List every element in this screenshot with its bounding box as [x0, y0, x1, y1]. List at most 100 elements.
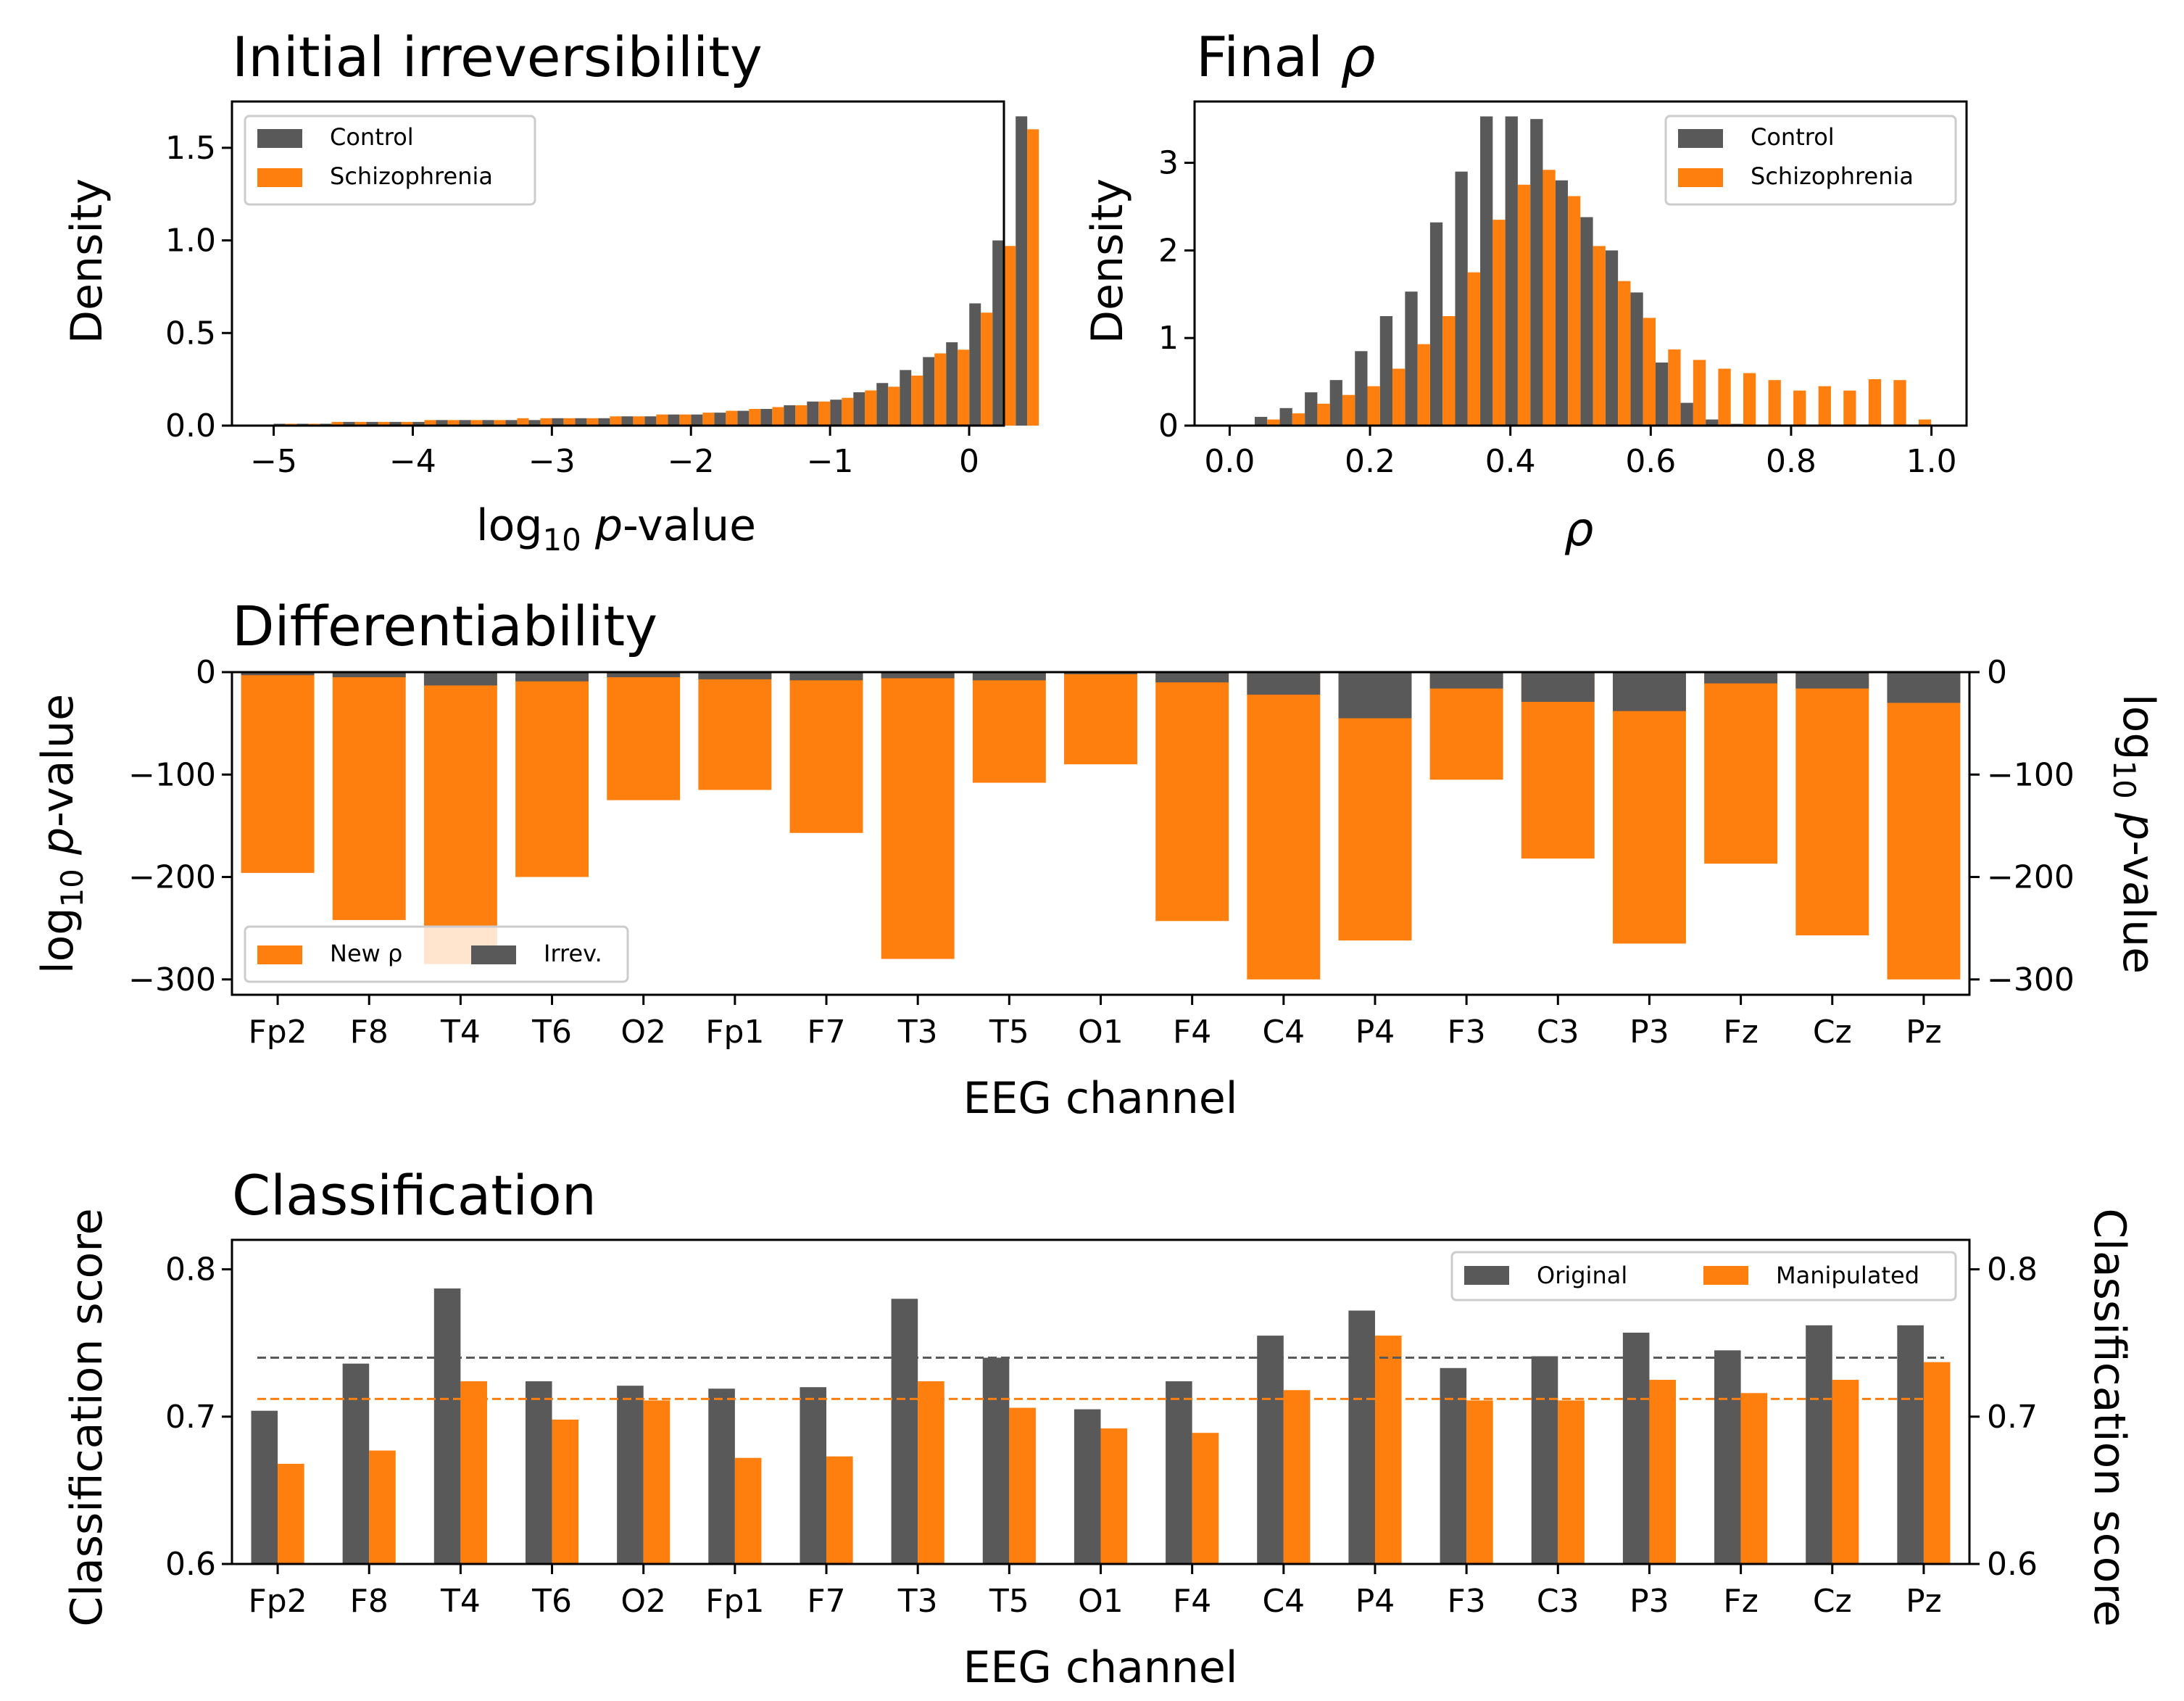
final-rho-legend-label-control: Control: [1751, 123, 1835, 151]
classification-xtick-label: T5: [989, 1583, 1029, 1620]
differentiability-bar-new-rho: [241, 672, 315, 873]
final-rho-bar-schizophrenia: [1367, 386, 1380, 426]
classification-bar-manipulated: [1100, 1428, 1128, 1564]
differentiability-bar-new-rho: [1521, 672, 1595, 859]
irreversibility-bar-control: [853, 392, 865, 426]
final-rho-xtick-label: 0.8: [1766, 443, 1816, 480]
irreversibility-bar-control: [575, 418, 587, 426]
final-rho-legend: Control Schizophrenia: [1664, 115, 1957, 206]
classification-bar-manipulated: [369, 1450, 396, 1564]
differentiability-legend-label-irrev: Irrev.: [544, 940, 602, 967]
final-rho-xtick-label: 1.0: [1906, 443, 1957, 480]
classification-bar-original: [1714, 1350, 1741, 1564]
differentiability-bar-irrev: [1887, 672, 1961, 703]
final-rho-ytick-label: 1: [1158, 320, 1179, 357]
differentiability-xtick-label: C4: [1262, 1014, 1305, 1051]
irreversibility-ylabel: Density: [62, 178, 112, 344]
classification-bar-original: [251, 1410, 278, 1564]
differentiability-bar-new-rho: [423, 672, 497, 964]
final-rho-bar-control: [1655, 363, 1669, 426]
classification-xtick-label: Pz: [1906, 1583, 1942, 1620]
final-rho-bar-schizophrenia: [1417, 344, 1430, 426]
irreversibility-xtick-label: 0: [959, 443, 979, 480]
irreversibility-bar-control: [366, 421, 378, 426]
differentiability-bar-irrev: [1429, 672, 1503, 689]
differentiability-xtick-label: P4: [1355, 1014, 1395, 1051]
irreversibility-bar-schizophrenia: [911, 376, 923, 426]
irreversibility-bars: [273, 116, 1039, 426]
irreversibility-bar-control: [876, 383, 889, 426]
classification-bar-manipulated: [1374, 1336, 1402, 1564]
irreversibility-bar-schizophrenia: [470, 420, 483, 426]
classification-bars: [251, 1288, 1951, 1564]
final-rho-legend-label-schizophrenia: Schizophrenia: [1751, 162, 1914, 190]
final-rho-bar-schizophrenia: [1568, 196, 1581, 426]
final-rho-bar-schizophrenia: [1668, 349, 1681, 426]
final-rho-bar-control: [1505, 116, 1518, 426]
classification-ytick-label-right: 0.6: [1987, 1546, 2038, 1583]
differentiability-bar-new-rho: [1429, 672, 1503, 780]
irreversibility-bar-schizophrenia: [540, 418, 552, 426]
classification-bar-manipulated: [643, 1400, 670, 1564]
final-rho-bar-control: [1254, 416, 1268, 426]
classification-bar-manipulated: [1466, 1400, 1493, 1564]
classification-ytick-label: 0.7: [165, 1399, 216, 1436]
differentiability-ylabel-left: log10 p-value: [33, 694, 90, 974]
differentiability-bar-irrev: [698, 672, 772, 679]
classification-bar-manipulated: [278, 1463, 304, 1564]
irreversibility-bar-control: [505, 420, 518, 426]
final-rho-bar-control: [1355, 351, 1368, 426]
differentiability-xtick-label: Fz: [1723, 1014, 1758, 1051]
irreversibility-bar-control: [482, 420, 494, 426]
final-rho-bar-schizophrenia: [1868, 378, 1882, 426]
final-rho-bar-control: [1429, 222, 1443, 426]
irreversibility-panel: Initial irreversibility Density log10 p-…: [62, 25, 1039, 558]
irreversibility-xtick-label: −4: [389, 443, 436, 480]
classification-ylabel-left: Classification score: [62, 1208, 112, 1626]
classification-axes-frame: [231, 1238, 1971, 1565]
differentiability-xtick-label: F8: [350, 1014, 389, 1051]
final-rho-bar-schizophrenia: [1542, 170, 1556, 426]
irreversibility-bar-schizophrenia: [586, 418, 599, 426]
irreversibility-bar-control: [900, 370, 912, 426]
classification-bar-original: [525, 1381, 552, 1564]
irreversibility-bar-control: [389, 421, 402, 426]
differentiability-xtick-label: T4: [440, 1014, 481, 1051]
irreversibility-bar-schizophrenia: [842, 397, 854, 426]
final-rho-bar-schizophrenia: [1918, 419, 1932, 426]
differentiability-xtick-label: T6: [531, 1014, 572, 1051]
classification-ylabel-right: Classification score: [2084, 1208, 2135, 1626]
final-rho-bar-control: [1706, 419, 1719, 426]
final-rho-bar-schizophrenia: [1342, 394, 1355, 426]
classification-bar-manipulated: [1649, 1380, 1677, 1564]
differentiability-ytick-label-right: −100: [1987, 756, 2075, 793]
differentiability-legend: New ρ Irrev.: [244, 925, 629, 983]
irreversibility-bar-schizophrenia: [447, 420, 460, 426]
classification-xtick-label: Fp2: [248, 1583, 307, 1620]
final-rho-bar-control: [1455, 171, 1468, 426]
differentiability-legend-swatch-irrev: [471, 945, 516, 964]
final-rho-bar-control: [1580, 217, 1593, 426]
irreversibility-bar-schizophrenia: [633, 416, 645, 426]
irreversibility-xtick-label: −1: [807, 443, 854, 480]
differentiability-title: Differentiability: [232, 594, 657, 658]
classification-xtick-label: F7: [807, 1583, 845, 1620]
final-rho-ytick-label: 2: [1158, 232, 1179, 269]
classification-xtick-label: P3: [1629, 1583, 1669, 1620]
differentiability-legend-box: [244, 925, 629, 983]
irreversibility-bar-control: [343, 421, 355, 426]
final-rho-xtick-label: 0.2: [1345, 443, 1395, 480]
final-rho-xtick-label: 0.0: [1204, 443, 1255, 480]
differentiability-legend-label-new-rho: New ρ: [330, 940, 402, 967]
classification-bar-original: [891, 1299, 918, 1564]
classification-ytick-label: 0.8: [165, 1251, 216, 1288]
classification-ticks: Fp2 F8 T4 T6 O2 Fp1 F7 T3 T5 O1 F4 C4 P4 F3 C3 P3 Fz Cz Pz…: [165, 1251, 2038, 1620]
classification-xtick-label: C3: [1537, 1583, 1579, 1620]
irreversibility-bar-control: [436, 420, 448, 426]
irreversibility-bar-control: [737, 410, 750, 426]
classification-bar-original: [1348, 1310, 1375, 1564]
irreversibility-title: Initial irreversibility: [232, 25, 763, 89]
final-rho-bar-schizophrenia: [1292, 413, 1305, 426]
differentiability-xtick-label: Fp2: [248, 1014, 307, 1051]
irreversibility-bar-control: [830, 400, 842, 426]
